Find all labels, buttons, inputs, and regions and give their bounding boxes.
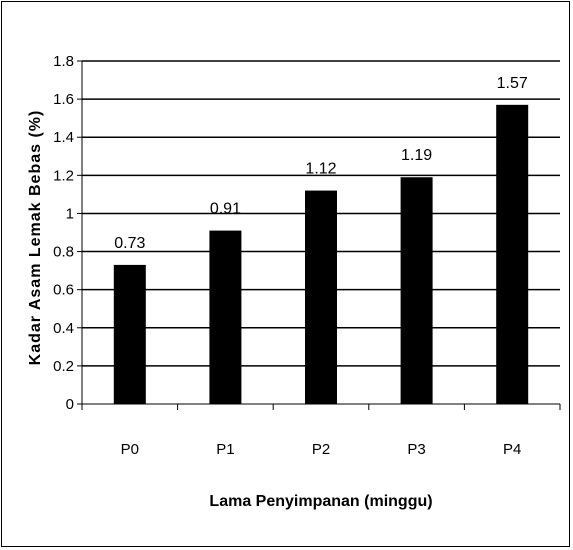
x-tick-label: P4 xyxy=(503,441,521,458)
y-tick-label: 0.6 xyxy=(53,282,74,299)
x-tick-label: P0 xyxy=(121,441,139,458)
data-label: 0.91 xyxy=(210,201,241,218)
y-tick-label: 1 xyxy=(66,205,74,222)
x-tick-label: P3 xyxy=(407,441,425,458)
y-tick-label: 1.2 xyxy=(53,167,74,184)
bars xyxy=(113,104,529,405)
data-label: 1.19 xyxy=(401,147,432,164)
data-label: 0.73 xyxy=(114,235,145,252)
bar-p3 xyxy=(400,177,433,404)
y-tick-label: 0.8 xyxy=(53,244,74,261)
data-label: 1.57 xyxy=(497,75,528,92)
y-tick-label: 0 xyxy=(66,396,74,413)
y-tick-label: 1.4 xyxy=(53,129,74,146)
y-tick-labels: 0 0.2 0.4 0.6 0.8 1 1.2 1.4 1.6 1.8 xyxy=(53,53,74,413)
axes xyxy=(77,60,561,410)
y-tick-label: 1.8 xyxy=(53,53,74,70)
y-tick-label: 0.4 xyxy=(53,320,74,337)
y-tick-label: 0.2 xyxy=(53,358,74,375)
bar-p0 xyxy=(113,264,146,404)
data-labels: 0.73 0.91 1.12 1.19 1.57 xyxy=(114,75,528,252)
x-axis-title: Lama Penyimpanan (minggu) xyxy=(209,493,432,510)
bar-p4 xyxy=(496,104,529,405)
y-tick-label: 1.6 xyxy=(53,91,74,108)
y-axis-title: Kadar Asam Lemak Bebas (%) xyxy=(27,110,44,366)
data-label: 1.12 xyxy=(305,161,336,178)
x-tick-labels: P0 P1 P2 P3 P4 xyxy=(121,441,522,458)
bar-p2 xyxy=(305,190,337,404)
x-tick-label: P1 xyxy=(216,441,234,458)
bar-p1 xyxy=(209,230,242,404)
x-tick-label: P2 xyxy=(312,441,330,458)
